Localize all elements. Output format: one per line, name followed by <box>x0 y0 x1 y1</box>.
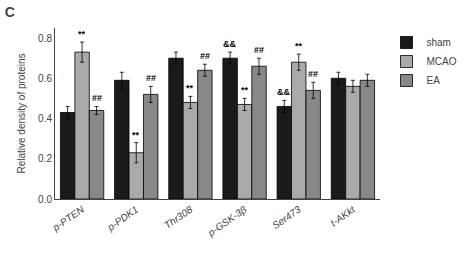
svg-text:##: ## <box>92 93 102 103</box>
svg-text:**: ** <box>186 83 194 93</box>
svg-text:**: ** <box>295 41 303 51</box>
svg-text:C: C <box>5 4 15 20</box>
svg-text:**: ** <box>78 29 86 39</box>
svg-text:0.4: 0.4 <box>38 113 52 124</box>
svg-text:##: ## <box>308 69 318 79</box>
svg-text:0.2: 0.2 <box>38 153 52 164</box>
svg-text:MCAO: MCAO <box>427 56 457 67</box>
svg-text:##: ## <box>254 45 264 55</box>
svg-text:p-PTEN: p-PTEN <box>50 203 87 233</box>
svg-text:0.8: 0.8 <box>38 33 52 44</box>
svg-text:**: ** <box>241 85 249 95</box>
svg-text:Relative density of proteins: Relative density of proteins <box>16 53 27 173</box>
svg-text:&&: && <box>223 39 236 49</box>
svg-text:sham: sham <box>427 37 451 48</box>
svg-text:EA: EA <box>427 75 441 86</box>
svg-text:Ser473: Ser473 <box>270 203 303 231</box>
svg-text:&&: && <box>277 87 290 97</box>
svg-text:##: ## <box>200 51 210 61</box>
svg-text:##: ## <box>146 73 156 83</box>
svg-text:t-AKkt: t-AKkt <box>328 203 358 228</box>
svg-text:0.6: 0.6 <box>38 73 52 84</box>
svg-text:**: ** <box>132 130 140 140</box>
svg-text:p-GSK-3β: p-GSK-3β <box>205 204 249 239</box>
svg-text:p-PDK1: p-PDK1 <box>104 204 140 234</box>
svg-text:Thr308: Thr308 <box>162 203 195 230</box>
svg-text:0.0: 0.0 <box>38 194 52 205</box>
